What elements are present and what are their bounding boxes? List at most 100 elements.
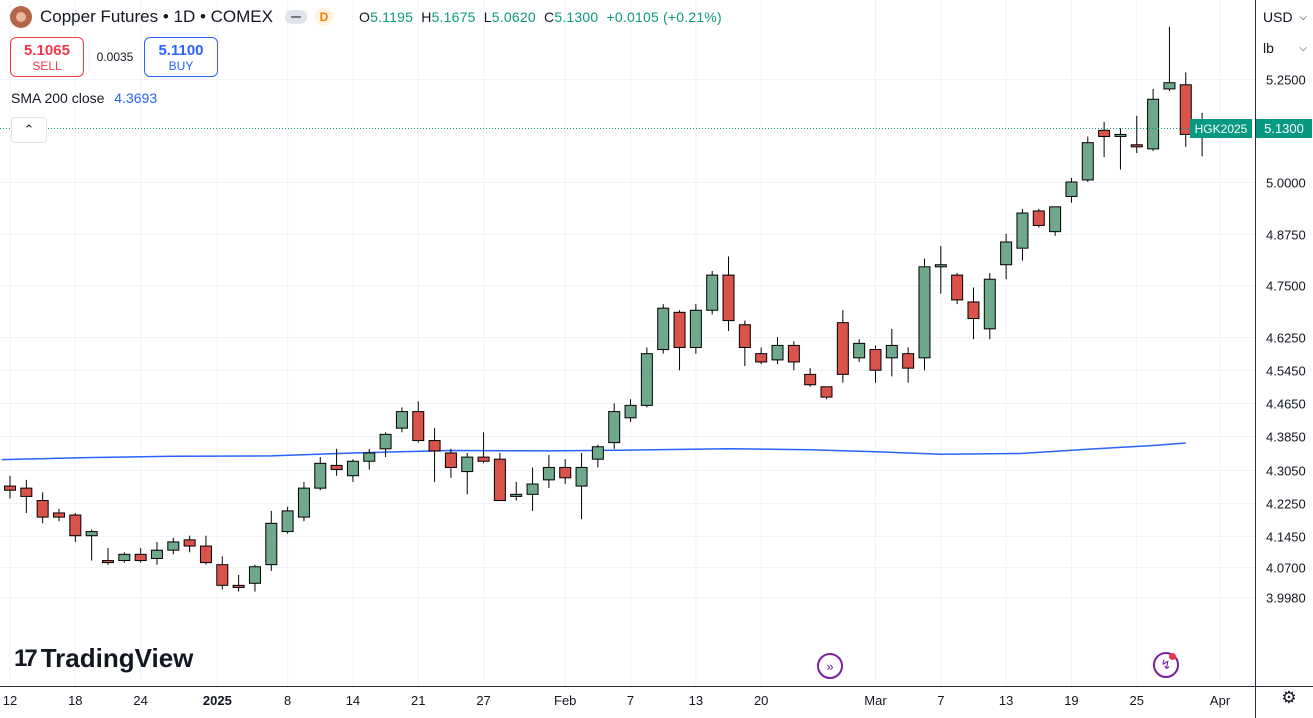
candle-body xyxy=(52,512,65,518)
candle xyxy=(559,459,572,485)
collapse-legend-button[interactable]: ⌃ xyxy=(11,117,47,143)
candle-body xyxy=(69,514,82,537)
candle-body xyxy=(657,307,670,351)
y-tick-label: 3.9980 xyxy=(1266,591,1306,606)
x-tick-label: 14 xyxy=(346,693,360,708)
y-tick-label: 4.8750 xyxy=(1266,228,1306,243)
x-tick-label: Mar xyxy=(864,693,887,708)
candle-body xyxy=(1114,133,1127,137)
candle-body xyxy=(4,485,16,491)
candle xyxy=(722,256,735,331)
candle xyxy=(657,304,670,354)
candle-body xyxy=(885,344,898,359)
candle xyxy=(1098,122,1111,158)
candle xyxy=(167,537,180,555)
candle-body xyxy=(853,342,866,359)
price-change: +0.0105 (+0.21%) xyxy=(606,9,722,25)
candle-body xyxy=(1065,181,1078,197)
sma-legend[interactable]: SMA 200 close 4.3693 xyxy=(11,90,157,106)
candle-body xyxy=(363,452,376,462)
candle-body xyxy=(1147,98,1160,150)
candle xyxy=(36,492,49,524)
x-tick-label: 13 xyxy=(689,693,703,708)
chevron-down-icon: ⌵ xyxy=(1299,42,1307,54)
x-tick-label: 25 xyxy=(1130,693,1144,708)
candle-body xyxy=(755,353,768,363)
candle xyxy=(706,270,719,315)
candle xyxy=(363,448,376,470)
sell-button[interactable]: 5.1065 SELL xyxy=(10,37,84,77)
candle xyxy=(52,508,65,522)
candle xyxy=(787,341,800,371)
x-tick-label: 20 xyxy=(754,693,768,708)
candle xyxy=(85,529,98,561)
candle xyxy=(1065,177,1078,203)
candle-body xyxy=(934,264,947,268)
candle xyxy=(640,347,653,408)
currency-select[interactable]: USD ⌵ xyxy=(1263,9,1307,25)
x-tick-label: 12 xyxy=(3,693,17,708)
y-tick-label: 4.3850 xyxy=(1266,430,1306,445)
candle-body xyxy=(1163,82,1176,90)
candle-body xyxy=(36,500,49,518)
candle-body xyxy=(379,433,392,450)
candle xyxy=(591,444,604,468)
candle xyxy=(216,556,229,590)
spread-value: 0.0035 xyxy=(96,50,134,64)
candle-body xyxy=(608,411,621,444)
candle-body xyxy=(1032,210,1045,226)
candle-body xyxy=(314,462,327,489)
sma-label: SMA 200 close xyxy=(11,90,105,106)
candle-body xyxy=(1016,212,1029,249)
candle-body xyxy=(983,278,996,330)
candle xyxy=(902,347,915,383)
candle xyxy=(983,273,996,340)
fast-forward-circle-icon[interactable]: » xyxy=(817,653,843,679)
candle-body xyxy=(265,522,278,566)
candle xyxy=(673,310,686,371)
candle-body xyxy=(918,266,931,359)
candle xyxy=(346,459,359,482)
candle xyxy=(869,345,882,383)
y-tick-label: 4.2250 xyxy=(1266,497,1306,512)
tradingview-wordmark: TradingView xyxy=(40,643,194,673)
candle-body xyxy=(134,553,147,562)
candle-body xyxy=(232,584,245,588)
candle-body xyxy=(771,344,784,361)
candle xyxy=(395,407,408,433)
tradingview-mark: 17 xyxy=(14,644,38,672)
candle-body xyxy=(640,353,653,406)
candle xyxy=(951,273,964,305)
x-axis-ticks: 12 18 24 2025 8 14 21 27 Feb 7 13 20 Mar 7 13 19 25 Apr xyxy=(3,693,1231,708)
sell-label: SELL xyxy=(32,58,62,73)
candle-body xyxy=(673,311,686,348)
candle-body xyxy=(493,458,506,502)
candle xyxy=(885,328,898,377)
candle-body xyxy=(281,510,294,533)
candle-body xyxy=(346,460,359,477)
candle xyxy=(4,475,16,499)
unit-select[interactable]: lb ⌵ xyxy=(1263,40,1307,56)
candle-body xyxy=(101,560,114,564)
visibility-toggle-icon[interactable] xyxy=(284,10,307,24)
gear-icon[interactable]: ⚙ xyxy=(1281,688,1297,707)
candle xyxy=(853,339,866,362)
buy-button[interactable]: 5.1100 BUY xyxy=(144,37,218,77)
x-tick-label: 19 xyxy=(1064,693,1078,708)
candle xyxy=(1032,208,1045,228)
candle xyxy=(771,337,784,365)
x-tick-label: 21 xyxy=(411,693,425,708)
symbol-legend[interactable]: Copper Futures • 1D • COMEX D O5.1195 H5… xyxy=(10,6,722,28)
candle-body xyxy=(297,487,310,518)
candle-body xyxy=(412,411,425,442)
candle-body xyxy=(183,539,196,547)
tradingview-logo[interactable]: 17 TradingView xyxy=(14,643,193,674)
candle xyxy=(510,481,523,501)
y-tick-label: 4.5450 xyxy=(1266,364,1306,379)
buy-price: 5.1100 xyxy=(158,41,204,59)
candle xyxy=(150,541,163,565)
candle xyxy=(575,452,588,520)
candle xyxy=(1130,115,1143,154)
